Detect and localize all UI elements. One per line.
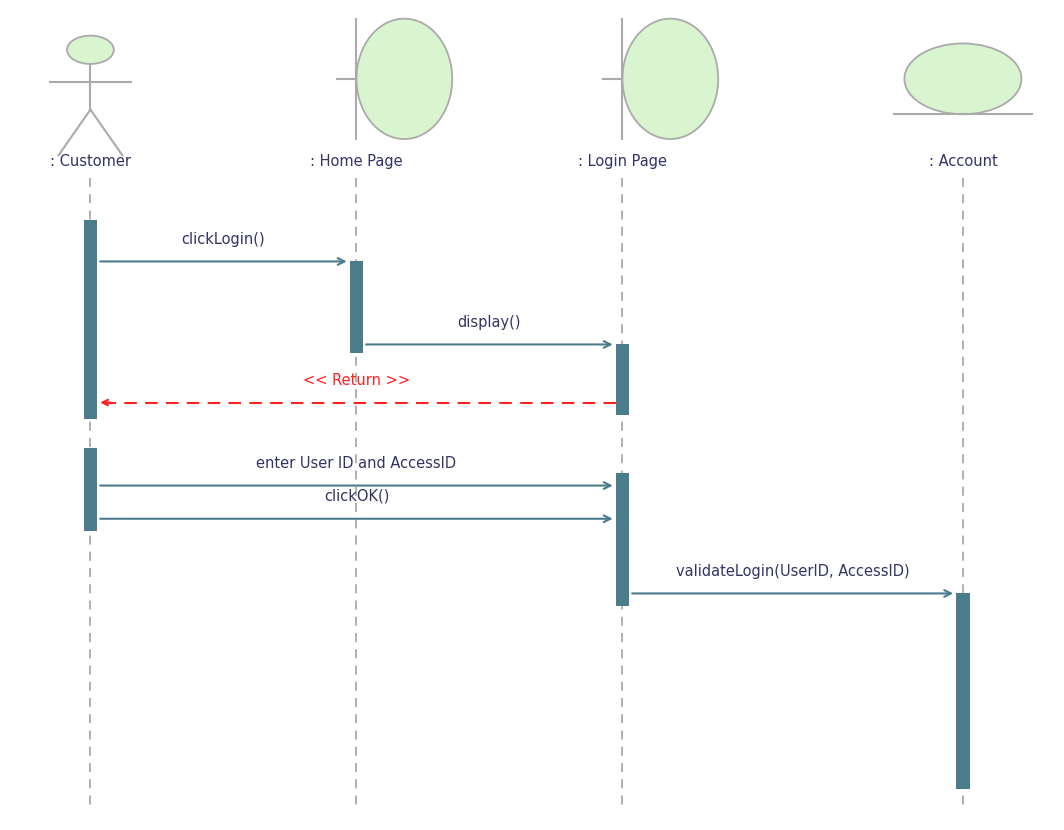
- Text: : Login Page: : Login Page: [578, 154, 667, 168]
- Bar: [83, 448, 97, 531]
- Text: enter User ID and AccessID: enter User ID and AccessID: [256, 456, 456, 471]
- Ellipse shape: [67, 36, 114, 64]
- Text: : Account: : Account: [929, 154, 997, 168]
- Text: display(): display(): [458, 315, 521, 330]
- Text: clickOK(): clickOK(): [323, 489, 389, 504]
- Ellipse shape: [904, 43, 1021, 115]
- Ellipse shape: [622, 19, 718, 139]
- Bar: [957, 593, 970, 788]
- Bar: [349, 261, 363, 353]
- Text: clickLogin(): clickLogin(): [182, 232, 265, 247]
- Bar: [615, 473, 629, 606]
- Text: validateLogin(UserID, AccessID): validateLogin(UserID, AccessID): [676, 564, 910, 579]
- Text: << Return >>: << Return >>: [303, 373, 410, 388]
- Bar: [615, 344, 629, 415]
- Text: : Home Page: : Home Page: [310, 154, 403, 168]
- Ellipse shape: [356, 19, 452, 139]
- Bar: [83, 220, 97, 419]
- Text: : Customer: : Customer: [50, 154, 131, 168]
